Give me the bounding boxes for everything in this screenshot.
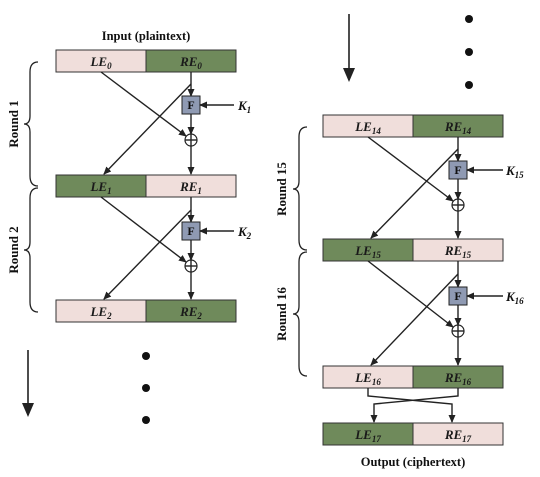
key-round-1: K1 <box>237 98 251 115</box>
block-row-15: LE15 RE15 <box>322 238 504 262</box>
output-caption: Output (ciphertext) <box>361 455 466 469</box>
f-label-round-16: F <box>454 289 461 303</box>
re-16-label: RE16 <box>444 370 472 387</box>
input-caption: Input (plaintext) <box>102 29 191 43</box>
block-row-14: LE14 RE14 <box>322 114 504 138</box>
re-1-label: RE1 <box>179 179 202 196</box>
left-dot-2 <box>142 384 150 392</box>
block-row-2: LE2 RE2 <box>55 299 237 323</box>
re-2-label: RE2 <box>179 304 202 321</box>
re-17-label: RE17 <box>444 427 472 444</box>
round-2-label: Round 2 <box>6 226 21 273</box>
le-0-label: LE0 <box>89 54 112 71</box>
re-14-label: RE14 <box>444 119 472 136</box>
final-swap <box>367 388 459 423</box>
round-1-label: Round 1 <box>6 100 21 147</box>
round-15-network: F K15 <box>367 136 524 239</box>
right-dot-2 <box>465 48 473 56</box>
brace-round-16: Round 16 <box>274 251 308 377</box>
right-dot-1 <box>465 15 473 23</box>
f-label-round-15: F <box>454 163 461 177</box>
block-row-0: LE0 RE0 <box>55 49 237 73</box>
block-row-17: LE17 RE17 <box>322 422 504 446</box>
block-row-16: LE16 RE16 <box>322 365 504 389</box>
key-round-16: K16 <box>505 289 524 306</box>
brace-round-2: Round 2 <box>6 187 39 313</box>
round-15-label: Round 15 <box>274 162 289 216</box>
round-1-network: F K1 <box>100 71 251 175</box>
left-dot-3 <box>142 416 150 424</box>
re-17-box <box>412 422 504 446</box>
le-17-label: LE17 <box>354 427 381 444</box>
round-2-network: F K2 <box>100 196 252 300</box>
key-round-15: K15 <box>505 163 524 180</box>
block-row-1: LE1 RE1 <box>55 174 237 198</box>
re-0-label: RE0 <box>179 54 202 71</box>
le-16-label: LE16 <box>354 370 381 387</box>
f-label-round-1: F <box>187 98 194 112</box>
brace-round-15: Round 15 <box>274 126 308 251</box>
brace-round-1: Round 1 <box>6 61 39 187</box>
re-2-box <box>145 299 237 323</box>
round-16-network: F K16 <box>367 260 524 366</box>
re-15-label: RE15 <box>444 243 472 260</box>
key-round-2: K2 <box>237 224 252 241</box>
le-1-label: LE1 <box>89 179 111 196</box>
le-15-label: LE15 <box>354 243 381 260</box>
le-2-label: LE2 <box>89 304 112 321</box>
right-dot-3 <box>465 81 473 89</box>
round-16-label: Round 16 <box>274 287 289 341</box>
f-label-round-2: F <box>187 224 194 238</box>
left-dot-1 <box>142 352 150 360</box>
le-14-label: LE14 <box>354 119 381 136</box>
